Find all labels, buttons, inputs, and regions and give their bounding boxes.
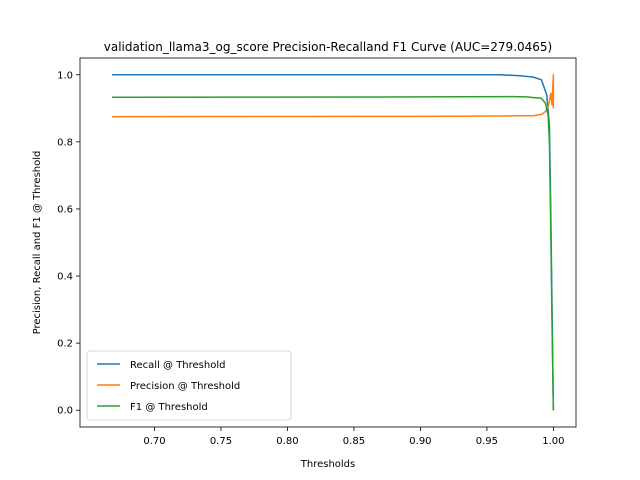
x-tick-label: 1.00 — [542, 436, 564, 447]
legend: Recall @ Threshold Precision @ Threshold F… — [86, 350, 292, 421]
series-line-2 — [111, 95, 555, 411]
legend-entry-label: F1 @ Threshold — [130, 402, 208, 413]
plot-frame — [79, 57, 577, 428]
x-tick-label: 0.85 — [343, 436, 365, 447]
x-axis: 0.70 0.75 0.80 0.85 0.90 0.95 1.00 — [143, 427, 565, 447]
y-tick-label: 0.8 — [57, 137, 73, 148]
y-tick-label: 1.0 — [57, 70, 73, 81]
y-axis-label: Precision, Recall and F1 @ Threshold — [32, 151, 43, 335]
chart-title: validation_llama3_og_score Precision-Rec… — [104, 40, 552, 54]
y-axis: 0.0 0.2 0.4 0.6 0.8 1.0 — [57, 70, 80, 417]
y-tick-label: 0.0 — [57, 406, 73, 417]
x-axis-label: Thresholds — [300, 459, 356, 470]
x-tick-label: 0.70 — [143, 436, 165, 447]
plot-area — [111, 74, 555, 411]
y-tick-label: 0.4 — [57, 272, 73, 283]
x-tick-label: 0.90 — [409, 436, 431, 447]
legend-entry-label: Precision @ Threshold — [130, 381, 240, 392]
y-tick-label: 0.6 — [57, 204, 73, 215]
legend-box — [86, 350, 292, 421]
x-tick-label: 0.95 — [476, 436, 498, 447]
x-tick-label: 0.75 — [210, 436, 232, 447]
legend-entry-label: Recall @ Threshold — [130, 360, 225, 371]
x-tick-label: 0.80 — [276, 436, 298, 447]
y-tick-label: 0.2 — [57, 339, 73, 350]
